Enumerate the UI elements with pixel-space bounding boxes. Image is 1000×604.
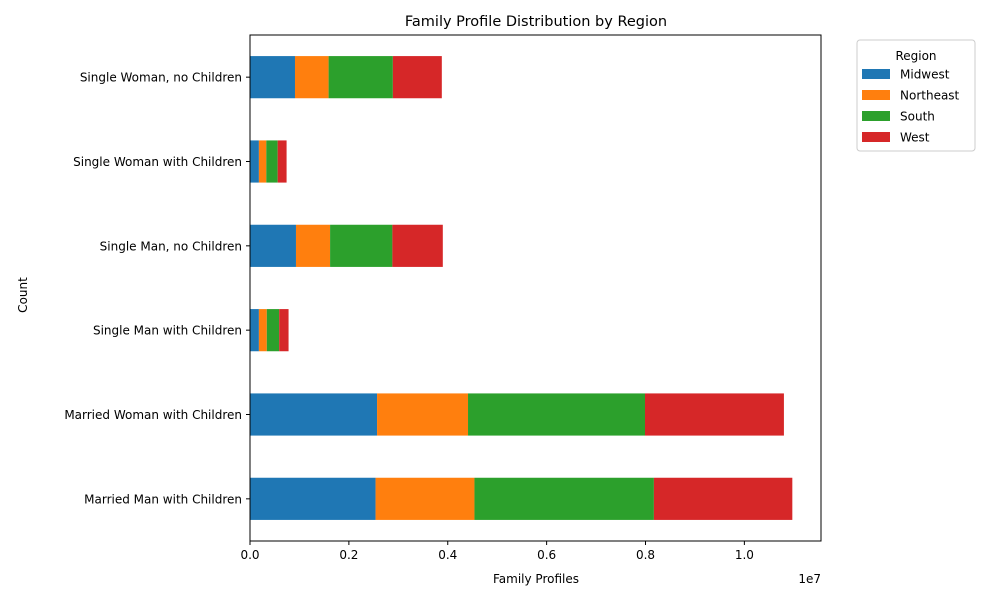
plot-frame — [249, 34, 822, 542]
axes-layer: Married Man with Children Married Woman w… — [64, 34, 822, 562]
bar-segment — [645, 393, 784, 436]
bar-segment — [250, 309, 259, 352]
bar-segment — [279, 309, 289, 352]
legend-frame — [856, 39, 976, 152]
bar-segment — [653, 477, 793, 520]
bar-segment — [250, 224, 296, 267]
x-tick-label: 0.4 — [438, 548, 457, 562]
y-tick-label: Single Woman, no Children — [80, 71, 242, 85]
bar-segment — [250, 140, 259, 183]
chart-title: Family Profile Distribution by Region — [405, 14, 667, 30]
legend-label: West — [900, 131, 930, 145]
bar-segment — [375, 477, 475, 520]
bar-segment — [250, 393, 378, 436]
bar-segment — [328, 56, 393, 99]
legend-title: Region — [895, 49, 936, 63]
bar-segment — [258, 140, 267, 183]
bar-segment — [468, 393, 646, 436]
legend-label: South — [900, 110, 935, 124]
bar-segment — [258, 309, 267, 352]
x-tick-label: 0.2 — [339, 548, 358, 562]
bar-segment — [277, 140, 287, 183]
bar-segment — [330, 224, 393, 267]
bar-segment — [266, 140, 278, 183]
legend: Region Midwest Northeast South West — [856, 39, 976, 152]
legend-label: Northeast — [900, 89, 960, 103]
bar-segment — [392, 224, 443, 267]
bar-segment — [294, 56, 329, 99]
x-tick-label: 1.0 — [735, 548, 754, 562]
bar-segment — [392, 56, 442, 99]
y-tick-label: Single Woman with Children — [73, 155, 242, 169]
x-axis-offset-label: 1e7 — [798, 572, 821, 586]
legend-swatch — [862, 132, 890, 142]
y-axis-label: Count — [16, 277, 30, 313]
legend-swatch — [862, 111, 890, 121]
bar-segment — [250, 477, 376, 520]
y-tick-label: Married Man with Children — [84, 492, 242, 506]
legend-label: Midwest — [900, 68, 950, 82]
bars-layer — [250, 56, 793, 520]
bar-segment — [377, 393, 469, 436]
bar-segment — [474, 477, 654, 520]
x-tick-label: 0.0 — [240, 548, 259, 562]
bar-segment — [266, 309, 280, 352]
y-tick-label: Single Man, no Children — [100, 239, 242, 253]
x-axis-label: Family Profiles — [493, 572, 579, 586]
x-tick-label: 0.6 — [537, 548, 556, 562]
legend-swatch — [862, 69, 890, 79]
y-tick-label: Single Man with Children — [93, 324, 242, 338]
bar-segment — [250, 56, 295, 99]
x-tick-label: 0.8 — [636, 548, 655, 562]
legend-swatch — [862, 90, 890, 100]
bar-segment — [295, 224, 331, 267]
y-tick-label: Married Woman with Children — [64, 408, 242, 422]
